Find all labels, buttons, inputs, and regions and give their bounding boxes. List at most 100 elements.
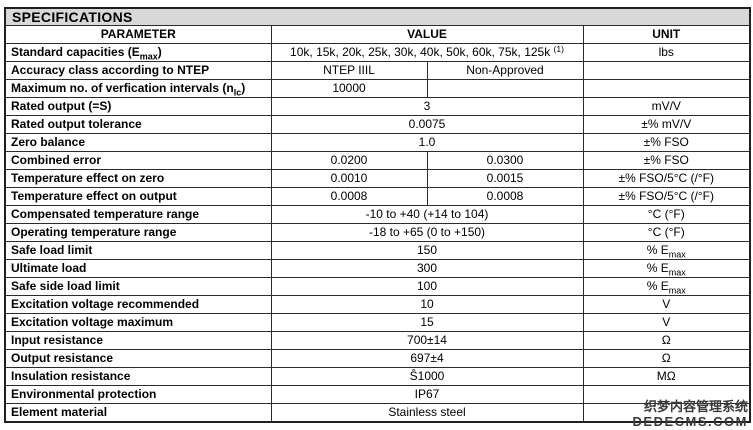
table-row: Excitation voltage maximum 15 V	[4, 313, 751, 332]
unit-cell: % Emax	[582, 277, 751, 296]
table-row: Safe load limit 150% Emax	[4, 241, 751, 260]
unit-cell: % Emax	[582, 241, 751, 260]
parameter-cell: Operating temperature range	[4, 223, 272, 242]
parameter-cell: Accuracy class according to NTEP	[4, 61, 272, 80]
column-header-unit: UNIT	[582, 25, 751, 44]
header-row: PARAMETER VALUE UNIT	[4, 25, 751, 44]
value-cell-right: Non-Approved	[426, 61, 584, 80]
value-cell: 10	[270, 295, 584, 314]
table-row: Rated output (=S) 3 mV/V	[4, 97, 751, 116]
table-row: Element material Stainless steel	[4, 403, 751, 423]
parameter-cell: Rated output tolerance	[4, 115, 272, 134]
parameter-cell: Input resistance	[4, 331, 272, 350]
value-cell: 0.0075	[270, 115, 584, 134]
value-cell-left: 0.0200	[270, 151, 428, 170]
parameter-cell: Zero balance	[4, 133, 272, 152]
unit-cell: ±% FSO	[582, 133, 751, 152]
value-cell: 3	[270, 97, 584, 116]
watermark-line1: 织梦内容管理系统	[643, 399, 748, 414]
table-row: Safe side load limit 100% Emax	[4, 277, 751, 296]
table-title: SPECIFICATIONS	[4, 7, 751, 26]
table-row: Output resistance 697±4 Ω	[4, 349, 751, 368]
value-cell-right: 0.0300	[426, 151, 584, 170]
column-header-value: VALUE	[270, 25, 584, 44]
value-cell: 150	[270, 241, 584, 260]
value-cell-left: 0.0008	[270, 187, 428, 206]
specifications-table: SPECIFICATIONS PARAMETER VALUE UNIT Stan…	[4, 7, 751, 423]
table-row: Environmental protection IP67	[4, 385, 751, 404]
table-row: Excitation voltage recommended 10 V	[4, 295, 751, 314]
unit-cell: V	[582, 313, 751, 332]
parameter-cell: Safe side load limit	[4, 277, 272, 296]
unit-cell	[582, 79, 751, 98]
table-row: Compensated temperature range -10 to +40 …	[4, 205, 751, 224]
unit-cell: Ω	[582, 349, 751, 368]
parameter-cell: Environmental protection	[4, 385, 272, 404]
unit-cell: ±% FSO/5°C (/°F)	[582, 169, 751, 188]
unit-cell: ±% mV/V	[582, 115, 751, 134]
parameter-cell: Standard capacities (Emax)	[4, 43, 272, 62]
unit-cell: ±% FSO	[582, 151, 751, 170]
parameter-cell: Rated output (=S)	[4, 97, 272, 116]
value-cell: 100	[270, 277, 584, 296]
value-cell-right: 0.0015	[426, 169, 584, 188]
unit-cell: °C (°F)	[582, 205, 751, 224]
value-cell: IP67	[270, 385, 584, 404]
table-row: Accuracy class according to NTEP NTEP III…	[4, 61, 751, 80]
unit-cell	[582, 61, 751, 80]
value-cell: -18 to +65 (0 to +150)	[270, 223, 584, 242]
parameter-cell: Excitation voltage maximum	[4, 313, 272, 332]
parameter-cell: Temperature effect on output	[4, 187, 272, 206]
value-cell-right	[426, 79, 584, 98]
column-header-parameter: PARAMETER	[4, 25, 272, 44]
value-cell-left: NTEP IIIL	[270, 61, 428, 80]
value-cell: Stainless steel	[270, 403, 584, 423]
unit-cell: mV/V	[582, 97, 751, 116]
unit-cell: °C (°F)	[582, 223, 751, 242]
table-row: Zero balance 1.0 ±% FSO	[4, 133, 751, 152]
table-row: Insulation resistance Ŝ1000 MΩ	[4, 367, 751, 386]
parameter-cell: Combined error	[4, 151, 272, 170]
unit-cell	[582, 385, 751, 404]
unit-cell: MΩ	[582, 367, 751, 386]
parameter-cell: Insulation resistance	[4, 367, 272, 386]
table-body: Standard capacities (Emax) 10k, 15k, 20k,…	[4, 43, 751, 423]
value-cell: 700±14	[270, 331, 584, 350]
unit-cell: lbs	[582, 43, 751, 62]
parameter-cell: Ultimate load	[4, 259, 272, 278]
table-row: Operating temperature range -18 to +65 (0…	[4, 223, 751, 242]
parameter-cell: Excitation voltage recommended	[4, 295, 272, 314]
value-cell: 697±4	[270, 349, 584, 368]
table-row: Combined error 0.0200 0.0300 ±% FSO	[4, 151, 751, 170]
watermark-line2: DEDECMS.COM	[632, 414, 748, 429]
table-row: Maximum no. of verfication intervals (nl…	[4, 79, 751, 98]
value-cell-left: 0.0010	[270, 169, 428, 188]
value-cell: 1.0	[270, 133, 584, 152]
parameter-cell: Maximum no. of verfication intervals (nl…	[4, 79, 272, 98]
table-row: Ultimate load 300% Emax	[4, 259, 751, 278]
table-row: Temperature effect on output 0.0008 0.0008…	[4, 187, 751, 206]
value-cell-left: 10000	[270, 79, 428, 98]
unit-cell	[582, 403, 751, 423]
parameter-cell: Output resistance	[4, 349, 272, 368]
parameter-cell: Compensated temperature range	[4, 205, 272, 224]
value-cell: Ŝ1000	[270, 367, 584, 386]
unit-cell: ±% FSO/5°C (/°F)	[582, 187, 751, 206]
value-cell: 10k, 15k, 20k, 25k, 30k, 40k, 50k, 60k, …	[270, 43, 584, 62]
value-cell-right: 0.0008	[426, 187, 584, 206]
unit-cell: V	[582, 295, 751, 314]
parameter-cell: Element material	[4, 403, 272, 423]
unit-cell: Ω	[582, 331, 751, 350]
table-row: Rated output tolerance 0.0075 ±% mV/V	[4, 115, 751, 134]
value-cell: 15	[270, 313, 584, 332]
table-row: Standard capacities (Emax) 10k, 15k, 20k,…	[4, 43, 751, 62]
title-row: SPECIFICATIONS	[4, 7, 751, 26]
table-row: Input resistance 700±14 Ω	[4, 331, 751, 350]
value-cell: 300	[270, 259, 584, 278]
watermark: 织梦内容管理系统 DEDECMS.COM	[633, 399, 748, 429]
value-cell: -10 to +40 (+14 to 104)	[270, 205, 584, 224]
parameter-cell: Temperature effect on zero	[4, 169, 272, 188]
unit-cell: % Emax	[582, 259, 751, 278]
parameter-cell: Safe load limit	[4, 241, 272, 260]
